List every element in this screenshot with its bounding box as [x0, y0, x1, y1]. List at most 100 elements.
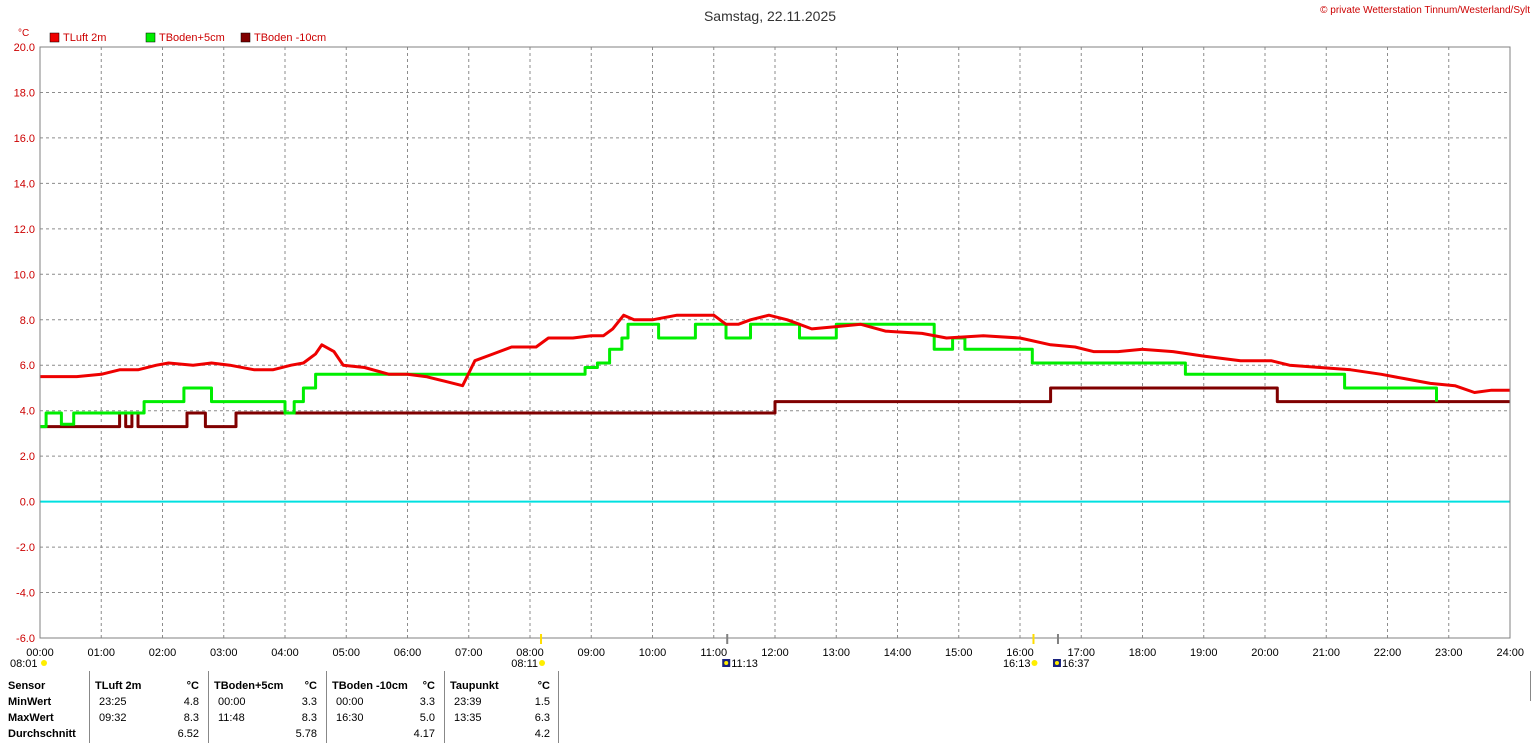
stats-max-time: 16:30 [336, 712, 364, 724]
sun-icon [539, 660, 546, 666]
x-tick-label: 24:00 [1496, 647, 1524, 659]
stats-average: 4.17 [413, 728, 435, 740]
y-tick-label: 18.0 [14, 87, 35, 99]
chart-title: Samstag, 22.11.2025 [704, 8, 836, 24]
stats-max-value: 8.3 [183, 712, 199, 724]
x-tick-label: 08:00 [516, 647, 544, 659]
x-tick-label: 13:00 [822, 647, 850, 659]
legend-swatch [145, 32, 156, 43]
y-tick-label: 14.0 [14, 178, 35, 190]
y-tick-label: -6.0 [16, 633, 35, 645]
x-tick-label: 01:00 [87, 647, 115, 659]
y-tick-label: 12.0 [14, 224, 35, 236]
x-tick-label: 23:00 [1435, 647, 1463, 659]
stats-average: 5.78 [295, 728, 317, 740]
stats-column-unit: °C [304, 680, 317, 692]
legend-label: TBoden+5cm [159, 32, 225, 44]
moon-icon-glow [1054, 661, 1059, 665]
stats-max-time: 11:48 [218, 712, 245, 724]
sun-time-label: 16:13 [1003, 658, 1031, 670]
x-tick-label: 02:00 [149, 647, 177, 659]
stats-min-time: 00:00 [218, 696, 246, 708]
stats-column-header: TBoden -10cm [332, 680, 408, 692]
y-axis-unit: °C [18, 28, 29, 39]
x-tick-label: 17:00 [1067, 647, 1095, 659]
y-tick-label: 16.0 [14, 133, 35, 145]
temperature-chart: 20.0 18.0 16.0 14.0 12.0 10.0 8.0 6.0 4.0 2.0 0.0 -… [10, 8, 1524, 670]
sun-moon-markers: 08:01 08:11 16:13 11:13 16:37 [10, 634, 1090, 670]
moon-time-label: 11:13 [731, 658, 758, 670]
plot-frame [39, 46, 1511, 639]
x-tick-label: 18:00 [1129, 647, 1157, 659]
y-tick-label: 20.0 [14, 42, 35, 54]
series-line-2 [40, 322, 1438, 429]
stats-min-value: 3.3 [419, 696, 435, 708]
y-tick-label: -2.0 [16, 542, 35, 554]
stats-column-divider [326, 671, 327, 743]
stats-right-edge [1530, 671, 1531, 701]
stats-average: 4.2 [534, 728, 550, 740]
stats-min-time: 23:39 [454, 696, 482, 708]
stats-min-time: 00:00 [336, 696, 364, 708]
x-tick-label: 12:00 [761, 647, 789, 659]
stats-column-divider [444, 671, 445, 743]
x-tick-label: 09:00 [577, 647, 605, 659]
y-tick-label: 8.0 [20, 315, 35, 327]
stats-row-label: MaxWert [8, 712, 54, 724]
x-tick-label: 16:00 [1006, 647, 1034, 659]
stats-max-time: 09:32 [99, 712, 127, 724]
series-line-1 [40, 313, 1510, 394]
x-tick-label: 05:00 [332, 647, 360, 659]
sun-time-label: 08:11 [511, 658, 538, 670]
legend-swatch [240, 32, 251, 43]
y-tick-label: 2.0 [20, 451, 35, 463]
statistics-table: Sensor MinWert MaxWert Durchschnitt TLuft 2m… [0, 671, 1536, 743]
x-tick-label: 10:00 [639, 647, 667, 659]
x-tick-label: 06:00 [394, 647, 422, 659]
stats-min-value: 3.3 [301, 696, 317, 708]
stats-max-time: 13:35 [454, 712, 482, 724]
legend-label: TBoden -10cm [254, 32, 326, 44]
y-tick-label: -4.0 [16, 588, 35, 600]
series-line-3 [40, 386, 1510, 429]
stats-min-value: 1.5 [534, 696, 550, 708]
stats-row-label: MinWert [8, 696, 52, 708]
stats-column-divider [208, 671, 209, 743]
y-tick-label: 4.0 [20, 406, 35, 418]
x-tick-label: 19:00 [1190, 647, 1218, 659]
x-tick-label: 21:00 [1312, 647, 1340, 659]
moon-icon-glow [724, 661, 729, 665]
x-tick-label: 15:00 [945, 647, 973, 659]
stats-column-divider [89, 671, 90, 743]
stats-column-divider [558, 671, 559, 743]
stats-max-value: 5.0 [419, 712, 435, 724]
y-tick-label: 10.0 [14, 269, 35, 281]
stats-column-header: TBoden+5cm [214, 680, 284, 692]
stats-min-value: 4.8 [183, 696, 199, 708]
x-tick-labels: 00:00 01:00 02:00 03:00 04:00 05:00 06:00 07:00… [26, 647, 1524, 659]
chart-grid [40, 47, 1510, 638]
y-tick-label: 0.0 [20, 497, 35, 509]
y-tick-labels: 20.0 18.0 16.0 14.0 12.0 10.0 8.0 6.0 4.0 2.0 0.0 -… [14, 42, 35, 645]
stats-column-header: Taupunkt [450, 680, 499, 692]
y-tick-label: 6.0 [20, 360, 35, 372]
legend: TLuft 2m TBoden+5cm TBoden -10cm [49, 32, 326, 44]
sun-icon [41, 660, 47, 666]
x-tick-label: 14:00 [884, 647, 912, 659]
stats-column-unit: °C [537, 680, 550, 692]
stats-column-unit: °C [422, 680, 435, 692]
x-tick-label: 04:00 [271, 647, 299, 659]
stats-row-label: Sensor [8, 680, 46, 692]
stats-column-header: TLuft 2m [95, 680, 142, 692]
x-tick-label: 00:00 [26, 647, 54, 659]
sunrise-label: 08:01 [10, 658, 38, 670]
stats-column-unit: °C [186, 680, 199, 692]
stats-row-label: Durchschnitt [8, 728, 76, 740]
x-tick-label: 07:00 [455, 647, 483, 659]
sun-icon [1031, 660, 1038, 666]
series-lines [40, 313, 1510, 429]
legend-label: TLuft 2m [63, 32, 106, 44]
x-tick-label: 11:00 [700, 647, 727, 659]
stats-average: 6.52 [177, 728, 199, 740]
moon-time-label: 16:37 [1062, 658, 1090, 670]
